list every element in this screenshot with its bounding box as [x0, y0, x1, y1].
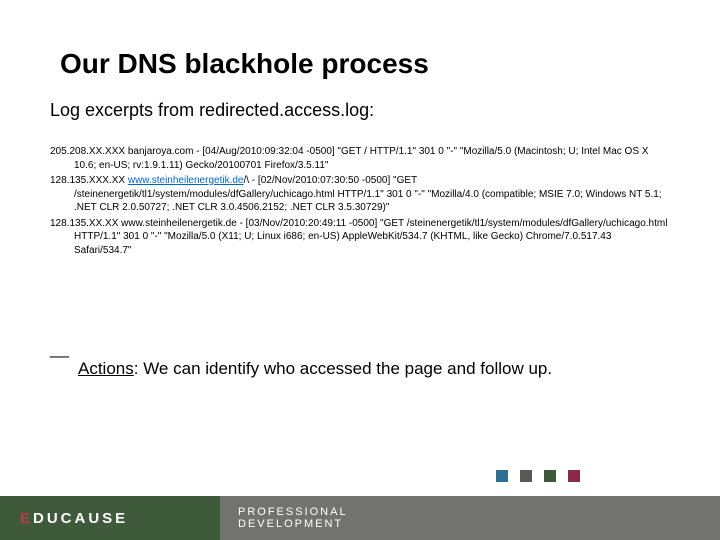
log-entry: 128.135.XXX.XX www.steinheilenergetik.de…	[50, 174, 670, 215]
footer-bar: EDUCAUSE PROFESSIONAL DEVELOPMENT	[0, 496, 720, 540]
brand-logo: EDUCAUSE	[20, 510, 128, 527]
square-icon	[568, 470, 580, 482]
slide-title: Our DNS blackhole process	[60, 48, 429, 80]
log-host: banjaroya.com	[128, 146, 194, 157]
brand-e: E	[20, 510, 33, 527]
log-ip: 128.135.XXX.XX	[50, 175, 128, 186]
actions-line: Actions: We can identify who accessed th…	[50, 359, 552, 378]
actions-text: : We can identify who accessed the page …	[134, 359, 552, 378]
square-icon	[520, 470, 532, 482]
log-ip: 205.208.XX.XXX	[50, 146, 128, 157]
log-host-link[interactable]: www.steinheilenergetik.de	[128, 175, 244, 186]
log-entry: 128.135.XX.XX www.steinheilenergetik.de …	[50, 217, 670, 258]
subbrand-line1: PROFESSIONAL	[238, 506, 348, 518]
actions-dash: __	[50, 340, 670, 359]
log-excerpts: 205.208.XX.XXX banjaroya.com - [04/Aug/2…	[50, 145, 670, 259]
brand-rest: DUCAUSE	[33, 510, 128, 527]
footer-subbrand: PROFESSIONAL DEVELOPMENT	[238, 506, 348, 530]
square-icon	[496, 470, 508, 482]
actions-label: Actions	[78, 359, 134, 378]
slide: Our DNS blackhole process Log excerpts f…	[0, 0, 720, 540]
subbrand-line2: DEVELOPMENT	[238, 518, 348, 530]
log-host: www.steinheilenergetik.de	[121, 218, 237, 229]
footer-left: EDUCAUSE	[0, 496, 220, 540]
footer-right: PROFESSIONAL DEVELOPMENT	[220, 496, 720, 540]
slide-subtitle: Log excerpts from redirected.access.log:	[50, 100, 374, 121]
log-ip: 128.135.XX.XX	[50, 218, 121, 229]
decorative-squares	[496, 470, 580, 482]
square-icon	[544, 470, 556, 482]
actions-block: __ Actions: We can identify who accessed…	[50, 340, 670, 379]
log-entry: 205.208.XX.XXX banjaroya.com - [04/Aug/2…	[50, 145, 670, 172]
